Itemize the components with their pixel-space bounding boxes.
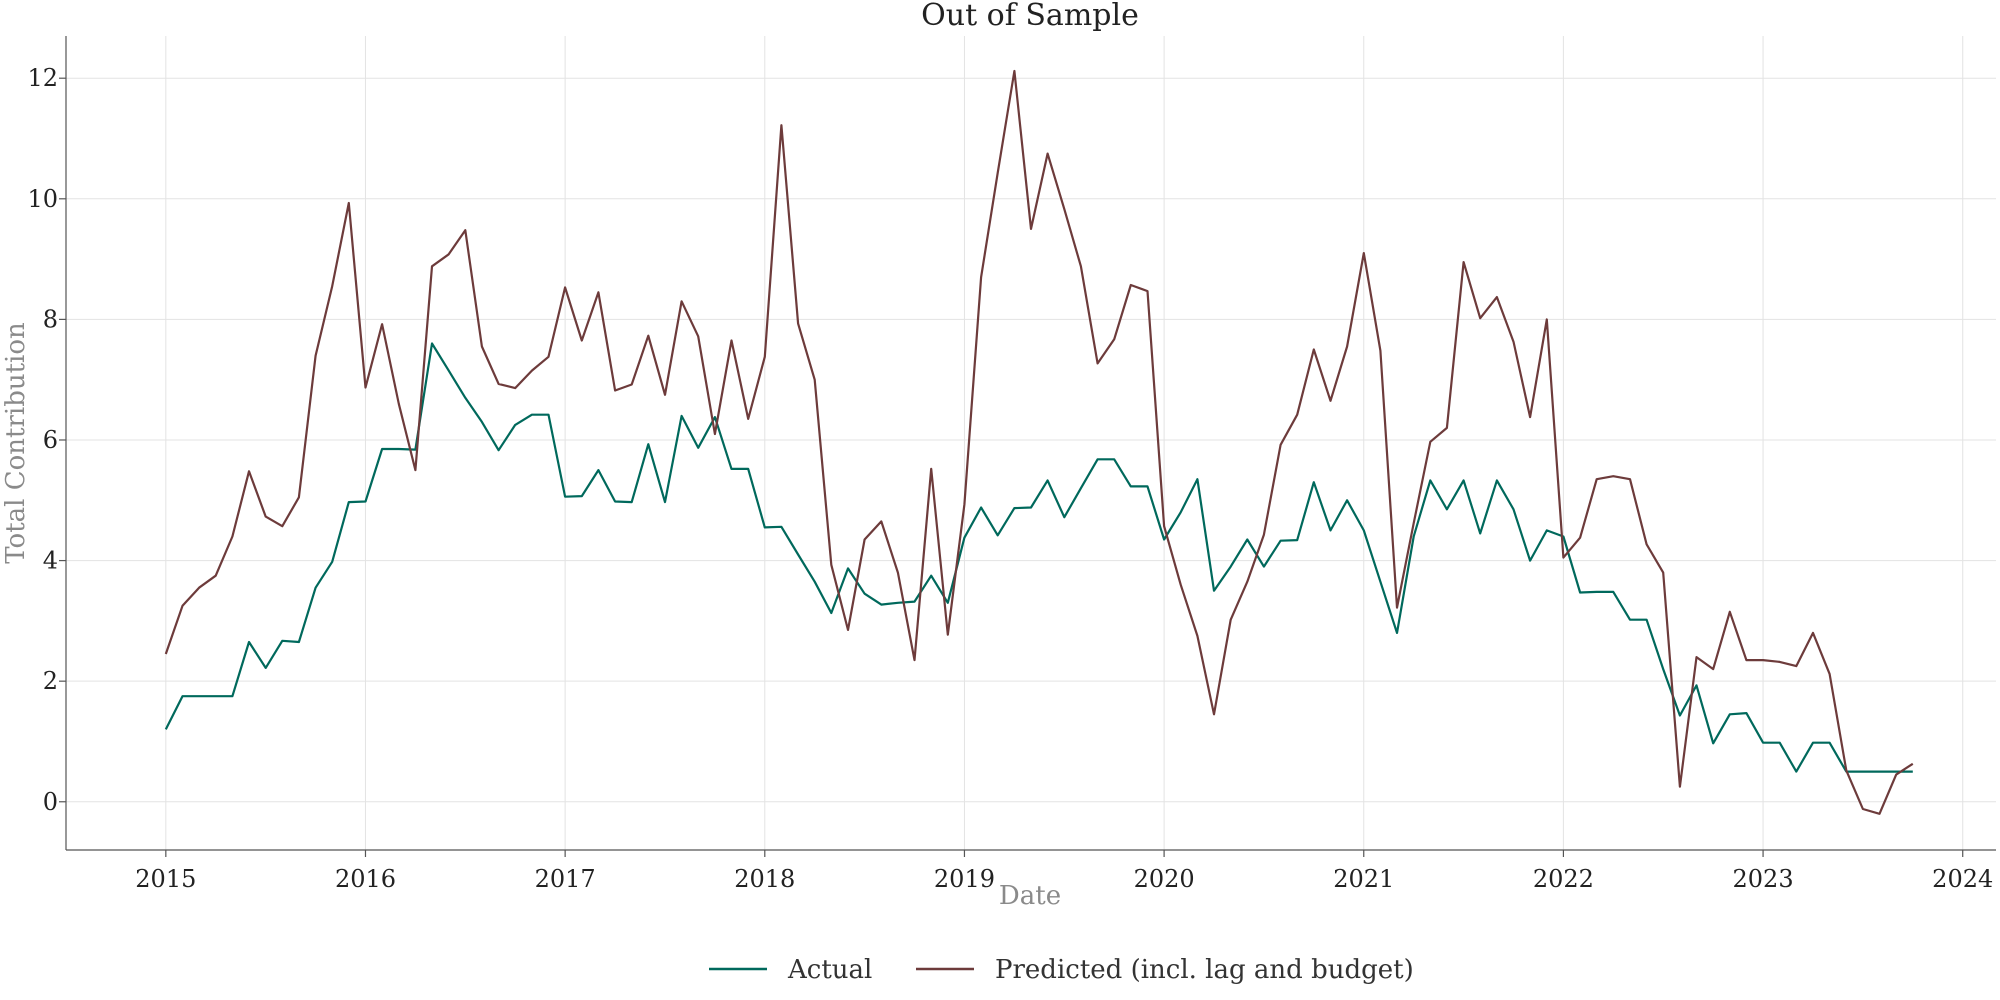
x-tick-label: 2019: [934, 865, 995, 893]
x-tick-label: 2024: [1932, 865, 1993, 893]
legend: Actual Predicted (incl. lag and budget): [709, 955, 1414, 985]
y-tick-label: 12: [27, 64, 58, 92]
x-axis-ticks: 2015 2016 2017 2018 2019 2020 2021 2022 2023 2024: [135, 850, 1993, 893]
x-tick-label: 2017: [535, 865, 596, 893]
legend-label-predicted: Predicted (incl. lag and budget): [995, 955, 1414, 985]
x-tick-label: 2022: [1533, 865, 1594, 893]
y-axis-label: Total Contribution: [1, 322, 31, 564]
y-tick-label: 6: [43, 426, 58, 454]
axes: [65, 36, 1996, 851]
legend-label-actual: Actual: [787, 955, 872, 985]
y-tick-label: 0: [43, 788, 58, 816]
x-axis-label: Date: [999, 881, 1061, 911]
grid: [66, 36, 1996, 850]
y-tick-label: 8: [43, 305, 58, 333]
x-tick-label: 2021: [1333, 865, 1394, 893]
series-lines: [164, 69, 1914, 815]
y-tick-label: 10: [27, 185, 58, 213]
x-tick-label: 2020: [1134, 865, 1195, 893]
series-line-predicted: [164, 69, 1914, 815]
x-tick-label: 2018: [734, 865, 795, 893]
x-tick-label: 2016: [335, 865, 396, 893]
series-line-actual: [164, 342, 1913, 773]
chart-title: Out of Sample: [921, 0, 1139, 33]
y-tick-label: 4: [43, 547, 58, 575]
x-tick-label: 2015: [135, 865, 196, 893]
y-tick-label: 2: [43, 667, 58, 695]
x-tick-label: 2023: [1733, 865, 1794, 893]
y-axis-ticks: 0 2 4 6 8 10 12: [27, 64, 66, 816]
